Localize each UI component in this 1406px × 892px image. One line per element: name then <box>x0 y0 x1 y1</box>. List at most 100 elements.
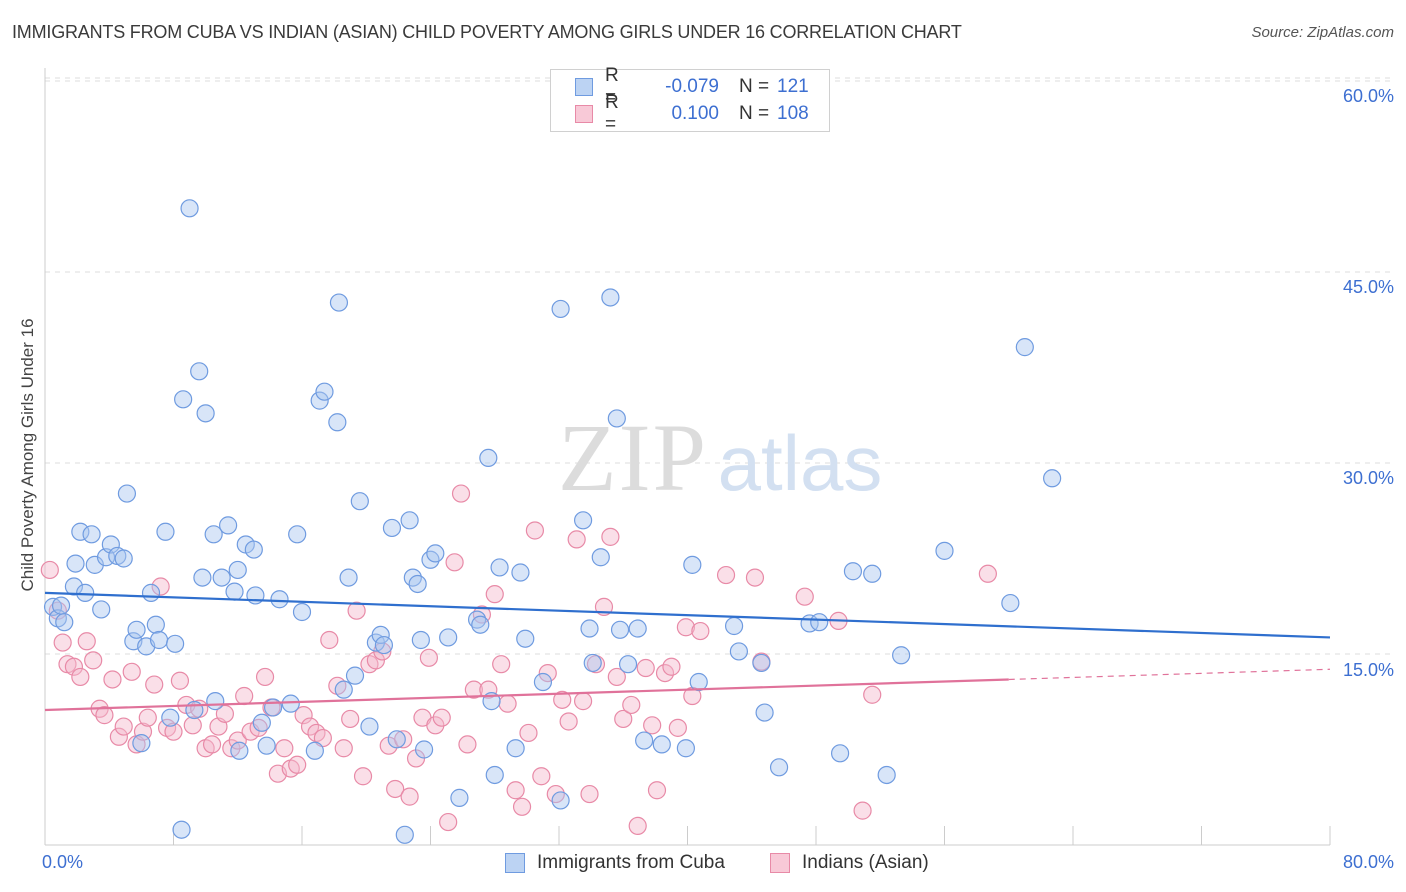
indian-point <box>439 812 458 832</box>
cuba-point <box>76 583 95 602</box>
cuba-point <box>204 525 223 544</box>
indian-point <box>628 816 647 836</box>
indian-point <box>235 686 254 706</box>
cuba-point <box>490 558 509 577</box>
cuba-point <box>610 620 630 639</box>
cuba-point <box>310 391 329 410</box>
cuba-point <box>755 703 774 722</box>
indian-legend-label: Indians (Asian) <box>802 852 929 873</box>
cuba-point <box>877 765 896 785</box>
cuba-point <box>161 708 180 727</box>
indian-point <box>479 680 498 699</box>
cuba-point <box>551 791 570 810</box>
indian-point <box>647 781 667 800</box>
cuba-point <box>892 646 911 665</box>
cuba-legend-swatch <box>505 853 525 873</box>
indian-point <box>643 716 662 735</box>
indian-point <box>716 565 736 585</box>
indian-point <box>151 577 170 596</box>
cuba-point <box>180 199 199 218</box>
indian-point <box>498 694 517 713</box>
cuba-point <box>414 740 434 759</box>
cuba-point <box>146 615 165 634</box>
indian-point <box>366 651 385 670</box>
cuba-point <box>281 694 300 713</box>
indian-point <box>573 692 593 711</box>
cuba-point <box>601 288 620 307</box>
indian-point <box>445 553 464 572</box>
r-value: 0.100 <box>671 103 719 124</box>
cuba-point <box>252 713 271 732</box>
cuba-point <box>830 744 850 763</box>
n-label: N = <box>739 76 770 97</box>
indian-point <box>662 657 681 676</box>
cuba-point <box>573 511 593 530</box>
cuba-point <box>193 568 212 587</box>
indian-point <box>53 633 72 652</box>
indian-point <box>853 801 872 820</box>
indian-point <box>426 716 445 735</box>
indian-point <box>275 739 294 758</box>
legend-row-cuba: R = -0.079 N = 121 <box>575 65 809 108</box>
cuba-point <box>92 600 111 619</box>
cuba-point <box>101 535 120 554</box>
cuba-point <box>618 655 638 674</box>
indian-point <box>145 675 164 694</box>
cuba-point <box>387 730 406 749</box>
cuba-point <box>270 590 289 609</box>
indian-point <box>114 717 133 736</box>
cuba-point <box>471 615 490 634</box>
cuba-point <box>190 362 209 381</box>
cuba-point <box>551 299 570 319</box>
cuba-point <box>117 484 137 503</box>
indian-point <box>249 718 268 737</box>
cuba-point <box>166 634 185 653</box>
cuba-point <box>71 522 90 541</box>
indian-point <box>519 723 538 743</box>
cuba-point <box>607 409 626 428</box>
indian-point <box>64 657 84 676</box>
cuba-point <box>411 630 430 650</box>
indian-point <box>109 727 128 746</box>
cuba-point <box>156 522 175 541</box>
indian-point <box>294 706 313 725</box>
indian-point <box>622 695 641 715</box>
cuba-point <box>516 629 535 648</box>
indian-point <box>538 663 557 683</box>
cuba-point <box>328 413 347 432</box>
x-min-label: 0.0% <box>42 852 84 872</box>
indian-trend-line <box>44 678 1009 712</box>
cuba-point <box>479 448 498 468</box>
indian-point <box>506 781 525 800</box>
cuba-point <box>729 642 749 661</box>
indian-point <box>320 630 339 650</box>
cuba-point <box>51 596 71 615</box>
cuba-point <box>408 574 427 594</box>
indian-point <box>607 667 626 687</box>
grid-lines <box>45 77 1395 655</box>
indian-point <box>71 667 90 687</box>
cuba-point <box>506 739 525 758</box>
y-tick-45: 45.0% <box>1342 277 1394 297</box>
cuba-point <box>371 625 390 645</box>
correlation-legend: R = -0.079 N = 121 R = 0.100 N = 108 <box>550 65 830 135</box>
cuba-point <box>382 518 402 538</box>
cuba-point <box>652 735 671 754</box>
indian-point <box>553 690 572 709</box>
cuba-point <box>82 525 101 544</box>
cuba-point <box>257 736 276 755</box>
cuba-point <box>225 582 244 601</box>
cuba-point <box>450 788 469 807</box>
cuba-point <box>628 619 647 638</box>
source-label: Source: ZipAtlas.com <box>1251 24 1394 41</box>
indian-point <box>525 521 545 540</box>
cuba-point <box>127 620 146 639</box>
indian-point <box>202 735 222 754</box>
cuba-point <box>1001 593 1020 613</box>
indian-point <box>288 755 307 774</box>
cuba-swatch <box>575 78 593 96</box>
cuba-point <box>345 666 365 685</box>
indian-point <box>795 587 814 606</box>
indian-point <box>676 618 695 637</box>
n-label: N = <box>739 103 770 124</box>
